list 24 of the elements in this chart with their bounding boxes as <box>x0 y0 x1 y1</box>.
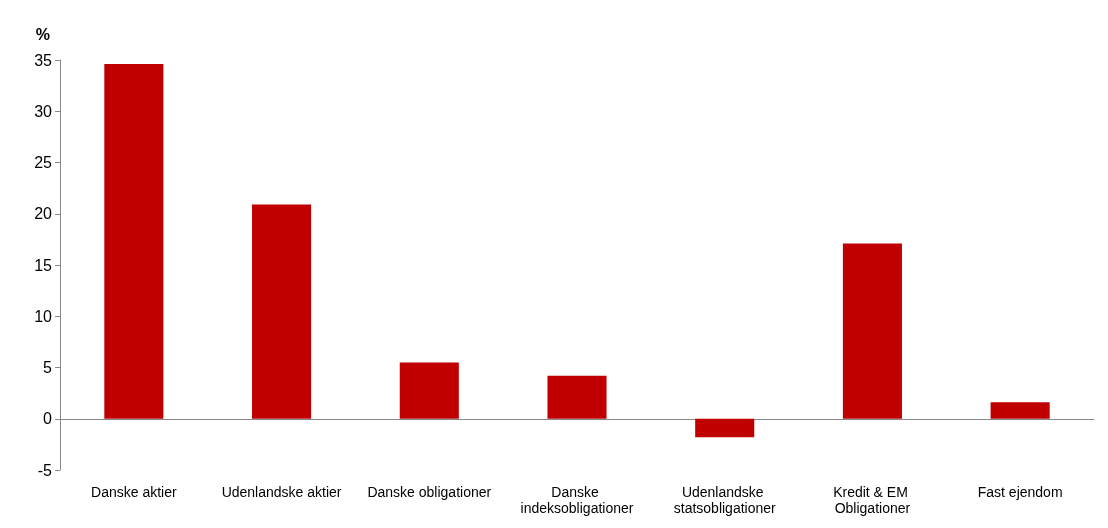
y-tick-label: 10 <box>34 307 53 325</box>
bar <box>399 362 459 419</box>
y-tick-label: -5 <box>37 461 53 479</box>
y-tick-label: 0 <box>43 410 53 428</box>
bar <box>547 375 607 419</box>
y-tick-label: 15 <box>34 256 53 274</box>
bar <box>990 402 1050 419</box>
x-tick-label: Fast ejendom <box>977 484 1063 500</box>
y-tick-label: 5 <box>43 359 53 376</box>
y-tick-label: 30 <box>34 102 53 120</box>
bar <box>252 204 312 419</box>
y-tick-label: 25 <box>34 154 53 171</box>
y-tick-label: 20 <box>34 205 53 223</box>
y-tick-label: 35 <box>34 51 53 69</box>
x-tick-label: Danske indeksobligationer <box>520 484 634 516</box>
bar <box>695 418 755 438</box>
y-axis-title: % <box>35 25 50 43</box>
x-tick-label: Udenlandske aktier <box>221 484 342 500</box>
bar <box>842 243 902 419</box>
bar <box>104 64 164 419</box>
x-tick-label: Danske aktier <box>91 484 177 500</box>
x-tick-label: Udenlandske statsobligationer <box>673 484 777 516</box>
x-tick-label: Danske obligationer <box>367 484 492 500</box>
x-tick-label: Kredit & EM Obligationer <box>833 484 912 516</box>
